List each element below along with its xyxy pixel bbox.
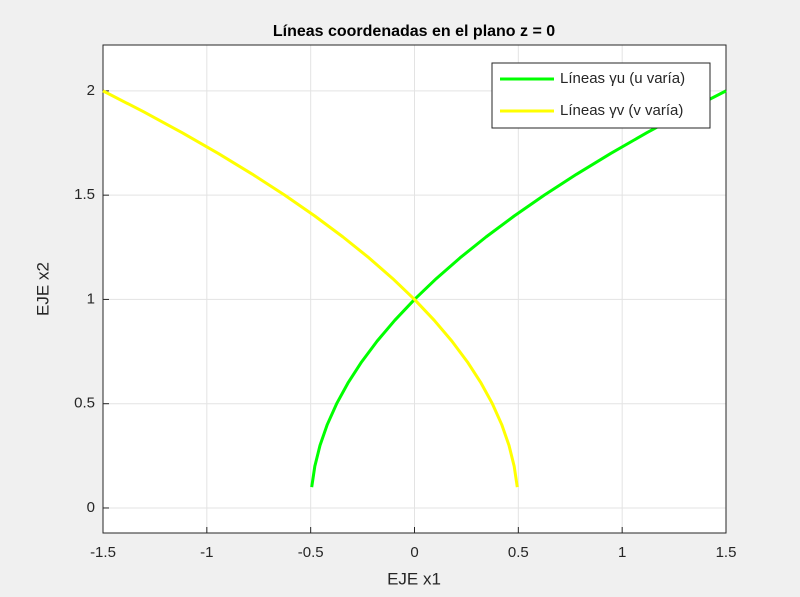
legend-box — [491, 62, 711, 129]
x-tick-label: 1 — [618, 544, 626, 561]
series-line — [102, 89, 519, 488]
axes-box — [102, 44, 727, 534]
y-tick-label: 1.5 — [74, 186, 95, 203]
legend-label: Líneas γv (v varía) — [560, 102, 683, 119]
x-tick-label: -1.5 — [90, 544, 116, 561]
x-tick-label: -1 — [200, 544, 213, 561]
x-tick-label: 1.5 — [716, 544, 737, 561]
legend-label: Líneas γu (u varía) — [560, 70, 685, 87]
y-tick-label: 2 — [87, 82, 95, 99]
x-tick-label: 0.5 — [508, 544, 529, 561]
y-tick-label: 0.5 — [74, 395, 95, 412]
y-tick-label: 0 — [87, 499, 95, 516]
x-tick-label: 0 — [410, 544, 418, 561]
y-tick-label: 1 — [87, 290, 95, 307]
chart-title: Líneas coordenadas en el plano z = 0 — [273, 23, 555, 40]
x-axis-label: EJE x1 — [387, 569, 441, 588]
x-tick-label: -0.5 — [298, 544, 324, 561]
y-axis-label: EJE x2 — [33, 262, 52, 316]
series-line — [310, 89, 727, 488]
